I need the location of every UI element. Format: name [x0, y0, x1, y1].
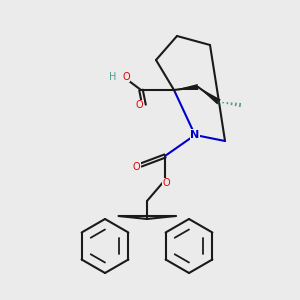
Text: O: O — [122, 71, 130, 82]
Text: O: O — [133, 161, 140, 172]
Text: N: N — [190, 130, 200, 140]
Polygon shape — [174, 84, 198, 90]
Text: O: O — [163, 178, 170, 188]
Polygon shape — [198, 87, 221, 104]
Text: H: H — [109, 71, 116, 82]
Text: O: O — [136, 100, 143, 110]
